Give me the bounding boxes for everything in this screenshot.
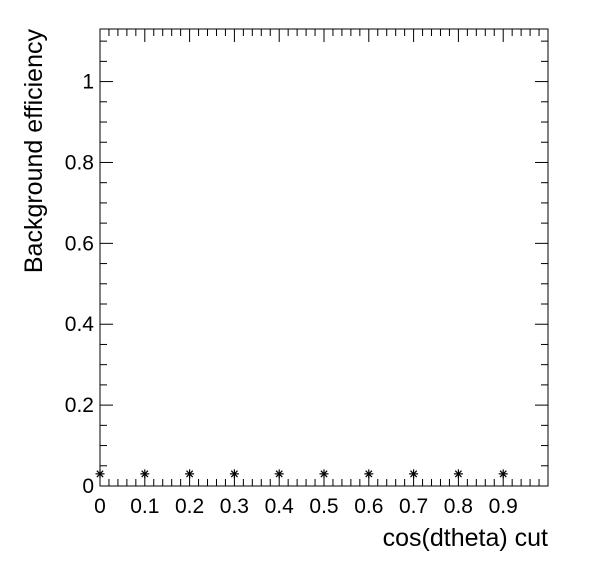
data-point xyxy=(319,469,329,479)
y-axis-ticks xyxy=(100,40,548,487)
x-axis-ticks xyxy=(99,29,549,486)
data-points xyxy=(95,469,508,479)
x-tick-label: 0.9 xyxy=(489,495,518,518)
x-tick-label: 0.6 xyxy=(354,495,383,518)
data-point xyxy=(229,469,239,479)
y-tick-label: 0.6 xyxy=(65,232,94,255)
y-tick-label: 0 xyxy=(82,475,94,498)
x-tick-label: 0 xyxy=(94,495,106,518)
data-point xyxy=(453,469,463,479)
y-axis-tick-labels: 0 0.2 0.4 0.6 0.8 1 xyxy=(65,71,95,498)
x-axis-label: cos(dtheta) cut xyxy=(383,524,548,552)
y-axis-label: Background efficiency xyxy=(20,29,48,274)
data-point xyxy=(140,469,150,479)
x-tick-label: 0.1 xyxy=(130,495,159,518)
plot-frame xyxy=(99,28,549,487)
x-tick-label: 0.2 xyxy=(175,495,204,518)
data-point xyxy=(185,469,195,479)
x-tick-label: 0.5 xyxy=(309,495,338,518)
data-point xyxy=(364,469,374,479)
data-point xyxy=(274,469,284,479)
x-axis-tick-labels: 0 0.1 0.2 0.3 0.4 0.5 0.6 0.7 0.8 0.9 xyxy=(94,495,518,518)
x-tick-label: 0.7 xyxy=(399,495,428,518)
data-point xyxy=(498,469,508,479)
y-tick-label: 0.4 xyxy=(65,313,95,336)
x-tick-label: 0.8 xyxy=(444,495,473,518)
data-point xyxy=(95,469,105,479)
x-tick-label: 0.3 xyxy=(220,495,249,518)
x-tick-label: 0.4 xyxy=(265,495,295,518)
y-tick-label: 0.8 xyxy=(65,151,94,174)
y-tick-label: 1 xyxy=(82,71,94,94)
data-point xyxy=(409,469,419,479)
y-tick-label: 0.2 xyxy=(65,394,94,417)
